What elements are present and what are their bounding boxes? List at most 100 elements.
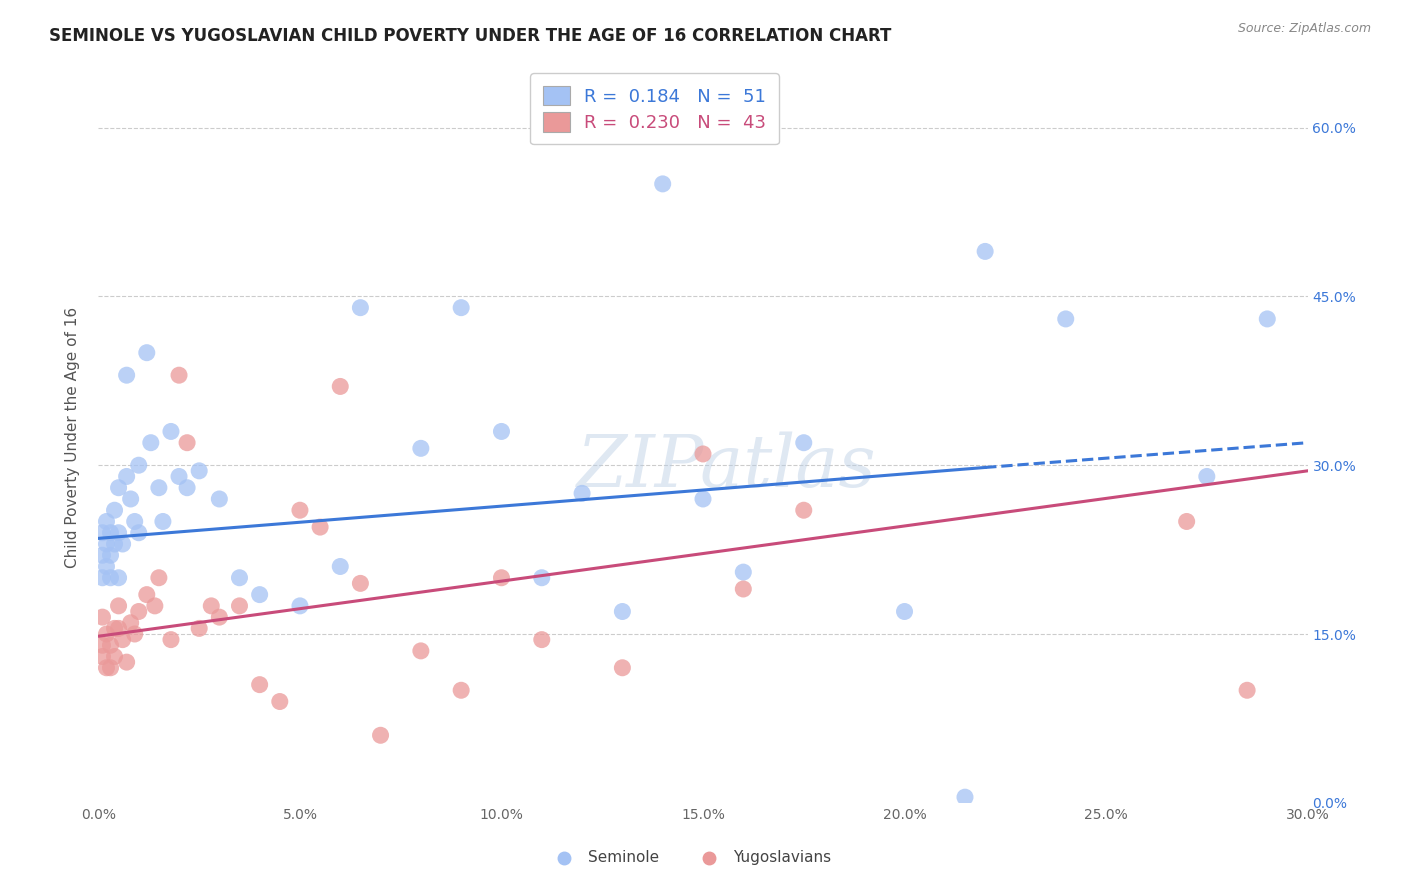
Point [128,458,150,473]
Point [309,520,332,534]
Point [91,638,114,652]
Point [96,537,118,551]
Point [188,621,211,635]
Point [152,515,174,529]
Point [974,244,997,259]
Point [733,565,755,579]
Point [148,481,170,495]
Point [733,582,755,596]
Point [148,571,170,585]
Point [107,599,129,613]
Point [100,571,122,585]
Point [692,447,714,461]
Point [91,548,114,562]
Point [120,491,142,506]
Text: Source: ZipAtlas.com: Source: ZipAtlas.com [1237,22,1371,36]
Legend: R =  0.184   N =  51, R =  0.230   N =  43: R = 0.184 N = 51, R = 0.230 N = 43 [530,73,779,145]
Point [96,515,118,529]
Point [793,503,815,517]
Point [249,678,271,692]
Point [107,525,129,540]
Point [100,548,122,562]
Point [115,469,138,483]
Point [612,661,634,675]
Point [107,481,129,495]
Point [100,638,122,652]
Point [167,368,190,383]
Point [103,621,125,635]
Point [176,435,198,450]
Point [200,599,222,613]
Point [349,301,371,315]
Point [953,790,976,805]
Point [491,571,513,585]
Point [651,177,673,191]
Point [329,379,352,393]
Point [612,605,634,619]
Point [409,442,432,456]
Y-axis label: Child Poverty Under the Age of 16: Child Poverty Under the Age of 16 [65,307,80,567]
Point [103,537,125,551]
Text: ZIPatlas: ZIPatlas [578,431,877,501]
Point [530,632,553,647]
Point [124,515,146,529]
Point [96,661,118,675]
Text: Yugoslavians: Yugoslavians [734,850,831,865]
Point [228,599,250,613]
Point [91,610,114,624]
Point [1175,515,1198,529]
Point [349,576,371,591]
Point [370,728,392,742]
Point [176,481,198,495]
Point [160,632,183,647]
Point [491,425,513,439]
Point [91,525,114,540]
Point [124,627,146,641]
Point [228,571,250,585]
Point [893,605,915,619]
Text: SEMINOLE VS YUGOSLAVIAN CHILD POVERTY UNDER THE AGE OF 16 CORRELATION CHART: SEMINOLE VS YUGOSLAVIAN CHILD POVERTY UN… [49,27,891,45]
Point [409,644,432,658]
Point [571,486,593,500]
Point [115,368,138,383]
Point [208,610,231,624]
Point [107,571,129,585]
Point [692,491,714,506]
Point [1054,312,1077,326]
Point [793,435,815,450]
Point [208,491,231,506]
Point [160,425,183,439]
Point [288,503,311,517]
Point [135,588,157,602]
Point [288,599,311,613]
Point [188,464,211,478]
Point [103,503,125,517]
Point [1256,312,1278,326]
Point [128,525,150,540]
Point [100,525,122,540]
Point [91,571,114,585]
Point [269,694,291,708]
Point [120,615,142,630]
Point [249,588,271,602]
Point [167,469,190,483]
Point [143,599,166,613]
Point [1236,683,1258,698]
Point [329,559,352,574]
Point [450,301,472,315]
Point [100,661,122,675]
Point [450,683,472,698]
Point [111,537,134,551]
Point [1195,469,1218,483]
Point [135,345,157,359]
Point [103,649,125,664]
Point [128,605,150,619]
Point [111,632,134,647]
Point [115,655,138,669]
Point [530,571,553,585]
Point [91,649,114,664]
Text: Seminole: Seminole [588,850,659,865]
Point [96,627,118,641]
Point [107,621,129,635]
Point [96,559,118,574]
